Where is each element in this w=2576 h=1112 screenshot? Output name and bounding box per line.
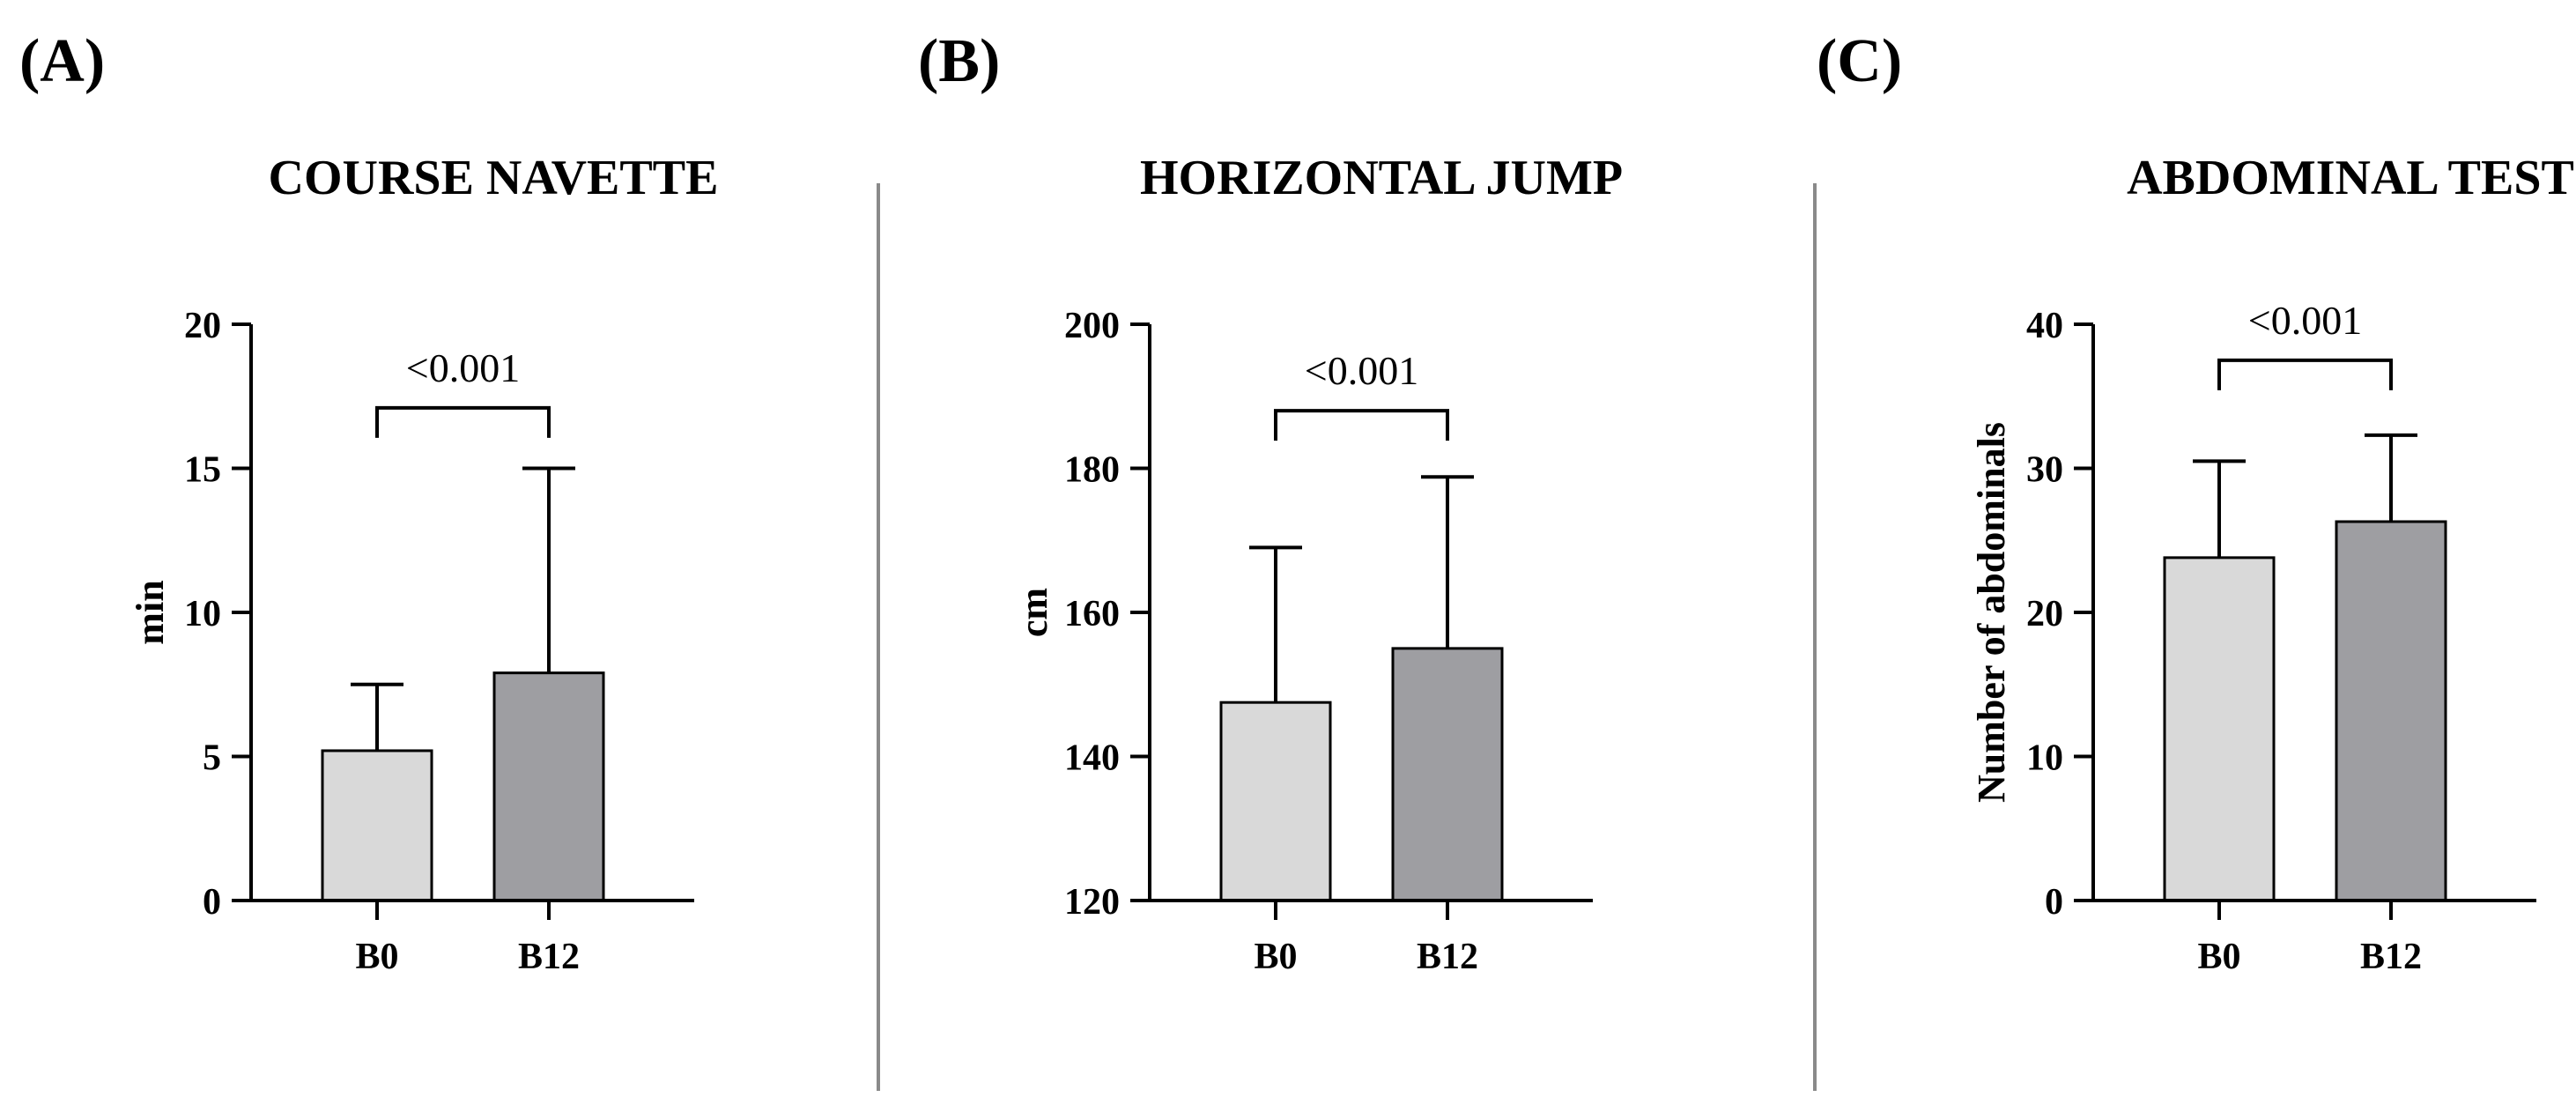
bar-b12: [2335, 520, 2447, 902]
significance-label: <0.001: [1305, 348, 1418, 393]
chart-title: HORIZONTAL JUMP: [1140, 151, 1623, 205]
bar-b0: [2163, 556, 2276, 902]
significance-bracket: [2217, 358, 2393, 390]
y-tick-label: 0: [203, 882, 221, 923]
x-tick-label: B12: [1417, 937, 1478, 977]
x-tick-label: B0: [2197, 937, 2240, 977]
panel-letter: (C): [1817, 27, 1902, 95]
y-tick-label: 40: [2026, 306, 2063, 346]
chart-panel: (A) COURSE NAVETTE min 0 5 10 15 20 B0 B12 <0.001: [19, 27, 718, 977]
y-tick-label: 180: [1064, 450, 1120, 491]
y-tick-label: 120: [1064, 882, 1120, 923]
panel-letter: (B): [918, 27, 1000, 95]
x-tick-label: B12: [518, 937, 580, 977]
y-tick-label: 15: [184, 450, 221, 491]
bar-b0: [321, 749, 433, 902]
bar-b12: [1391, 647, 1504, 902]
y-axis-label: min: [129, 580, 172, 644]
significance-label: <0.001: [2248, 298, 2362, 343]
y-tick-label: 20: [184, 306, 221, 346]
y-tick-label: 0: [2045, 882, 2063, 923]
y-axis-label: Number of abdominals: [1970, 422, 2013, 803]
significance-bracket: [375, 405, 551, 438]
panel-letter: (A): [19, 27, 105, 95]
chart-panel: (B) HORIZONTAL JUMP cm 120 140 160 180 200 B0 B12…: [918, 27, 1623, 977]
bar-b12: [492, 671, 605, 902]
x-tick-label: B0: [1254, 937, 1297, 977]
y-tick-label: 10: [184, 594, 221, 634]
significance-bracket: [1274, 409, 1449, 441]
chart-title: ABDOMINAL TEST: [2127, 151, 2574, 205]
y-tick-label: 10: [2026, 738, 2063, 779]
y-tick-label: 20: [2026, 594, 2063, 634]
y-tick-label: 200: [1064, 306, 1120, 346]
y-tick-label: 5: [203, 738, 221, 779]
y-axis-label: cm: [1012, 588, 1055, 637]
y-tick-label: 160: [1064, 594, 1120, 634]
bar-b0: [1219, 701, 1332, 902]
y-tick-label: 140: [1064, 738, 1120, 779]
chart-panel: (C) ABDOMINAL TEST Number of abdominals 0 10…: [1817, 27, 2574, 977]
y-tick-label: 30: [2026, 450, 2063, 491]
x-tick-label: B0: [355, 937, 398, 977]
significance-label: <0.001: [406, 345, 520, 390]
chart-title: COURSE NAVETTE: [269, 151, 719, 205]
x-tick-label: B12: [2360, 937, 2422, 977]
